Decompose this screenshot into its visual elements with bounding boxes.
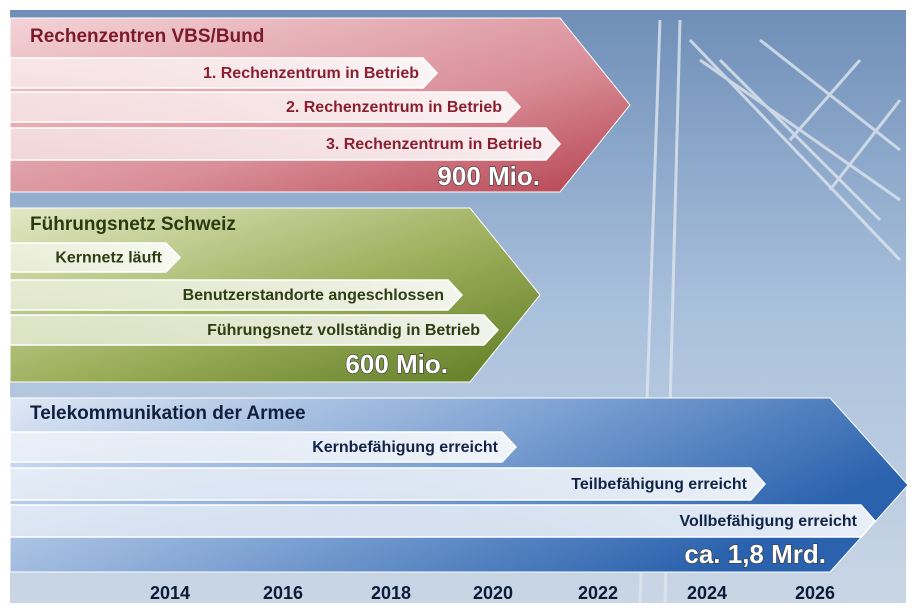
year-label: 2020	[473, 583, 513, 603]
year-label: 2026	[795, 583, 835, 603]
milestone-label: 3. Rechenzentrum in Betrieb	[326, 136, 542, 153]
milestone-label: Kernbefähigung erreicht	[312, 439, 498, 456]
milestone-label: Benutzerstandorte angeschlossen	[183, 287, 444, 304]
roadmap: Rechenzentren VBS/Bund 1. Rechenzentrum i…	[0, 0, 916, 603]
year-label: 2014	[150, 583, 190, 603]
cost-label: ca. 1,8 Mrd.	[684, 539, 826, 569]
milestone-label: Vollbefähigung erreicht	[680, 513, 858, 530]
year-label: 2016	[263, 583, 303, 603]
phase-title: Telekommunikation der Armee	[30, 403, 306, 424]
phase-title: Rechenzentren VBS/Bund	[30, 26, 264, 47]
milestone-label: 2. Rechenzentrum in Betrieb	[286, 99, 502, 116]
milestone-label: Teilbefähigung erreicht	[571, 476, 747, 493]
year-label: 2022	[578, 583, 618, 603]
cost-label: 900 Mio.	[437, 161, 540, 191]
milestone-label: 1. Rechenzentrum in Betrieb	[203, 65, 419, 82]
phase-title: Führungsnetz Schweiz	[30, 214, 236, 235]
milestone-label: Führungsnetz vollständig in Betrieb	[207, 322, 480, 339]
cost-label: 600 Mio.	[345, 349, 448, 379]
year-label: 2024	[687, 583, 727, 603]
year-label: 2018	[371, 583, 411, 603]
milestone-label: Kernnetz läuft	[55, 250, 162, 267]
